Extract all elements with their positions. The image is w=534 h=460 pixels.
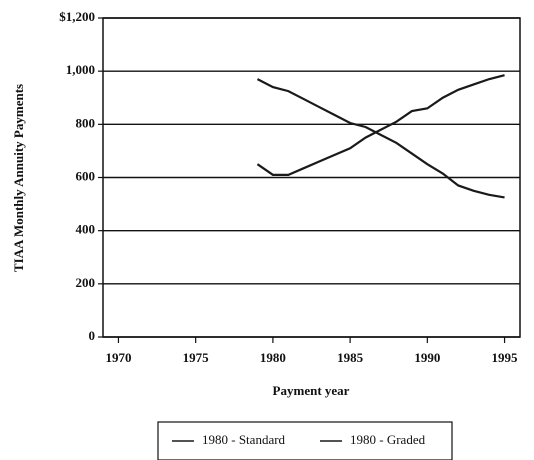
x-axis-label: Payment year bbox=[273, 383, 350, 398]
legend-box bbox=[157, 421, 453, 460]
y-tick-label: 800 bbox=[76, 115, 96, 130]
x-tick-label: 1995 bbox=[492, 350, 519, 365]
y-axis-label: TIAA Monthly Annuity Payments bbox=[11, 84, 26, 272]
legend-label: 1980 - Standard bbox=[202, 432, 286, 447]
x-tick-label: 1990 bbox=[414, 350, 440, 365]
legend-label: 1980 - Graded bbox=[350, 432, 426, 447]
y-tick-label: $1,200 bbox=[59, 9, 95, 24]
x-tick-label: 1980 bbox=[260, 350, 286, 365]
x-tick-label: 1970 bbox=[105, 350, 131, 365]
y-tick-label: 0 bbox=[89, 328, 96, 343]
x-tick-label: 1985 bbox=[337, 350, 364, 365]
series-line bbox=[256, 74, 505, 176]
x-tick-label: 1975 bbox=[183, 350, 210, 365]
series-line bbox=[256, 78, 505, 199]
y-tick-label: 200 bbox=[76, 275, 96, 290]
y-tick-label: 400 bbox=[76, 222, 96, 237]
y-tick-label: 1,000 bbox=[66, 62, 95, 77]
y-tick-label: 600 bbox=[76, 168, 96, 183]
